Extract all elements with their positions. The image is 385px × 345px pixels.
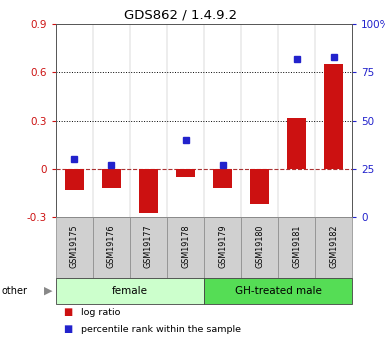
Bar (204, 278, 352, 304)
Text: percentile rank within the sample: percentile rank within the sample (81, 325, 241, 334)
Bar (204, 217, 241, 278)
Bar (167, 217, 204, 278)
Text: GSM19182: GSM19182 (329, 225, 338, 268)
Text: ▶: ▶ (44, 286, 52, 296)
Bar (288, 118, 306, 169)
Text: other: other (2, 286, 28, 296)
Bar (278, 217, 315, 278)
Text: GSM19178: GSM19178 (181, 225, 190, 268)
Text: GSM19180: GSM19180 (255, 225, 264, 268)
Text: GDS862 / 1.4.9.2: GDS862 / 1.4.9.2 (124, 9, 238, 22)
Bar (56, 217, 93, 278)
Bar (93, 217, 130, 278)
Bar (139, 169, 158, 213)
Text: ■: ■ (64, 307, 73, 317)
Bar (325, 65, 343, 169)
Text: log ratio: log ratio (81, 308, 120, 317)
Bar (250, 169, 269, 205)
Text: GSM19179: GSM19179 (218, 225, 227, 268)
Text: GSM19177: GSM19177 (144, 225, 153, 268)
Bar (56, 278, 204, 304)
Bar (102, 169, 121, 188)
Text: GSM19175: GSM19175 (70, 225, 79, 268)
Text: GH-treated male: GH-treated male (235, 286, 321, 296)
Text: GSM19181: GSM19181 (292, 225, 301, 268)
Bar (176, 169, 195, 177)
Bar (315, 217, 352, 278)
Bar (65, 169, 84, 190)
Bar (130, 217, 167, 278)
Bar (213, 169, 232, 188)
Text: ■: ■ (64, 325, 73, 334)
Text: GSM19176: GSM19176 (107, 225, 116, 268)
Text: female: female (112, 286, 148, 296)
Bar (241, 217, 278, 278)
